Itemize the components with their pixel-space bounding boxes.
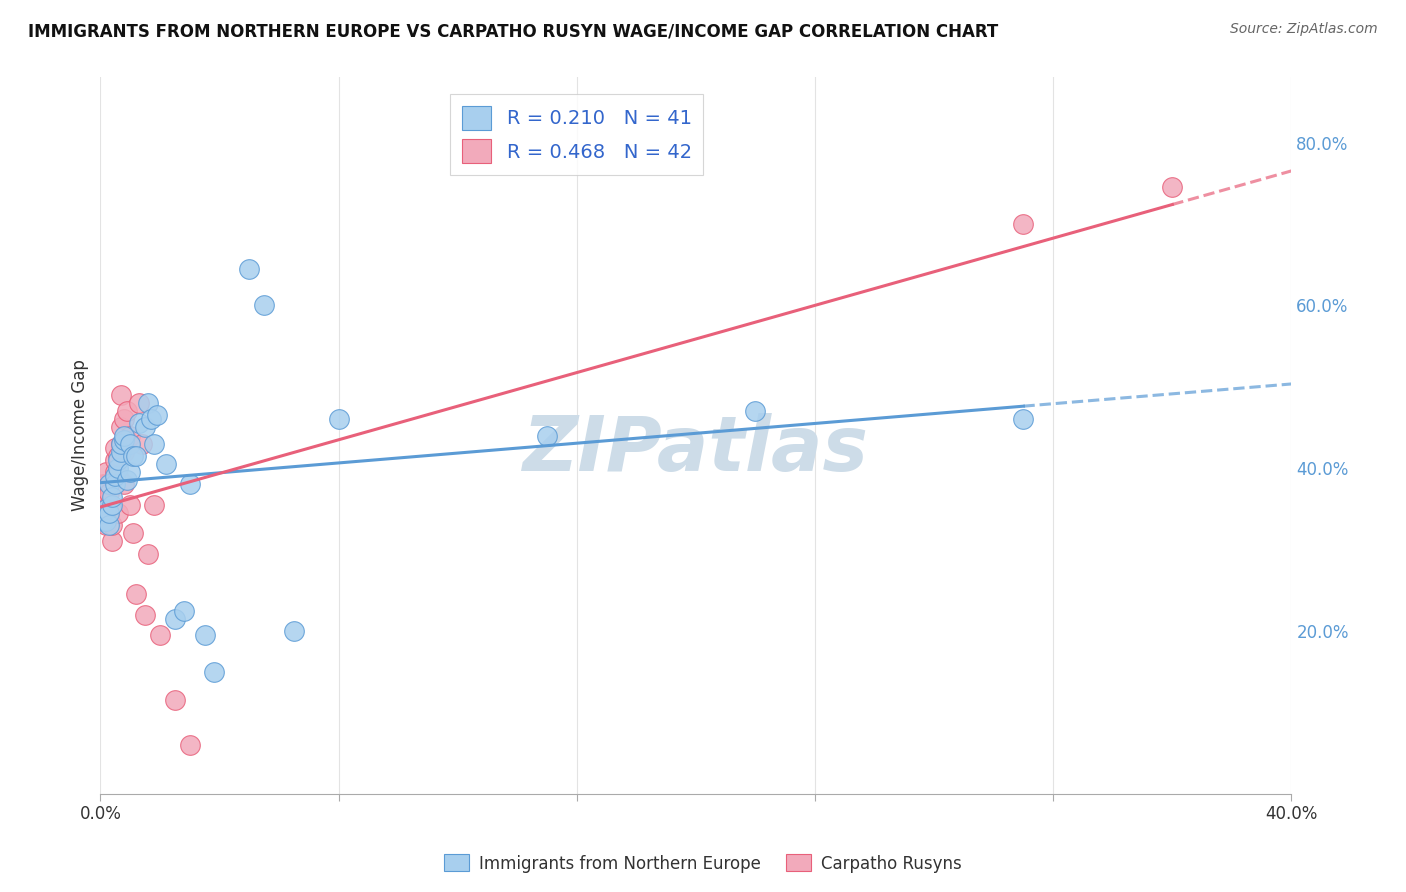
Point — [120, 498, 142, 512]
Point — [96, 501, 118, 516]
Point — [104, 453, 127, 467]
Point — [107, 506, 129, 520]
Point — [125, 449, 148, 463]
Point — [136, 547, 159, 561]
Point — [96, 510, 118, 524]
Point — [536, 428, 558, 442]
Point — [98, 506, 121, 520]
Point — [91, 477, 114, 491]
Point — [112, 477, 135, 491]
Point — [104, 477, 127, 491]
Point — [91, 506, 114, 520]
Point — [96, 493, 118, 508]
Point — [112, 433, 135, 447]
Point — [91, 506, 114, 520]
Point — [134, 420, 156, 434]
Point — [107, 449, 129, 463]
Point — [142, 498, 165, 512]
Point — [110, 436, 132, 450]
Point — [98, 518, 121, 533]
Point — [112, 445, 135, 459]
Point — [1012, 217, 1035, 231]
Point — [1012, 412, 1035, 426]
Point — [136, 396, 159, 410]
Point — [120, 436, 142, 450]
Text: ZIPatlas: ZIPatlas — [523, 413, 869, 487]
Point — [122, 526, 145, 541]
Point — [134, 607, 156, 622]
Point — [115, 473, 138, 487]
Point — [328, 412, 350, 426]
Point — [283, 624, 305, 638]
Point — [101, 518, 124, 533]
Point — [107, 461, 129, 475]
Point — [110, 420, 132, 434]
Point — [107, 469, 129, 483]
Point — [128, 417, 150, 431]
Point — [112, 428, 135, 442]
Point — [179, 477, 201, 491]
Text: Source: ZipAtlas.com: Source: ZipAtlas.com — [1230, 22, 1378, 37]
Point — [91, 514, 114, 528]
Point — [744, 404, 766, 418]
Point — [173, 603, 195, 617]
Point — [98, 498, 121, 512]
Point — [179, 738, 201, 752]
Point — [104, 469, 127, 483]
Point — [110, 445, 132, 459]
Point — [139, 412, 162, 426]
Point — [238, 261, 260, 276]
Point — [163, 693, 186, 707]
Point — [112, 412, 135, 426]
Point — [101, 498, 124, 512]
Point — [122, 449, 145, 463]
Point — [128, 396, 150, 410]
Point — [104, 465, 127, 479]
Legend: R = 0.210   N = 41, R = 0.468   N = 42: R = 0.210 N = 41, R = 0.468 N = 42 — [450, 95, 703, 175]
Point — [155, 457, 177, 471]
Point — [104, 441, 127, 455]
Text: IMMIGRANTS FROM NORTHERN EUROPE VS CARPATHO RUSYN WAGE/INCOME GAP CORRELATION CH: IMMIGRANTS FROM NORTHERN EUROPE VS CARPA… — [28, 22, 998, 40]
Point — [149, 628, 172, 642]
Point — [91, 501, 114, 516]
Point — [101, 490, 124, 504]
Point — [120, 428, 142, 442]
Point — [96, 518, 118, 533]
Point — [96, 477, 118, 491]
Point — [125, 587, 148, 601]
Y-axis label: Wage/Income Gap: Wage/Income Gap — [72, 359, 89, 511]
Point — [91, 493, 114, 508]
Point — [146, 408, 169, 422]
Point — [163, 612, 186, 626]
Point — [1161, 180, 1184, 194]
Legend: Immigrants from Northern Europe, Carpatho Rusyns: Immigrants from Northern Europe, Carpath… — [437, 847, 969, 880]
Point — [194, 628, 217, 642]
Point — [107, 453, 129, 467]
Point — [110, 436, 132, 450]
Point — [120, 465, 142, 479]
Point — [98, 477, 121, 491]
Point — [96, 514, 118, 528]
Point — [202, 665, 225, 679]
Point — [101, 534, 124, 549]
Point — [142, 436, 165, 450]
Point — [98, 485, 121, 500]
Point — [96, 465, 118, 479]
Point — [98, 510, 121, 524]
Point — [131, 436, 153, 450]
Point — [115, 433, 138, 447]
Point — [253, 298, 276, 312]
Point — [110, 388, 132, 402]
Point — [115, 404, 138, 418]
